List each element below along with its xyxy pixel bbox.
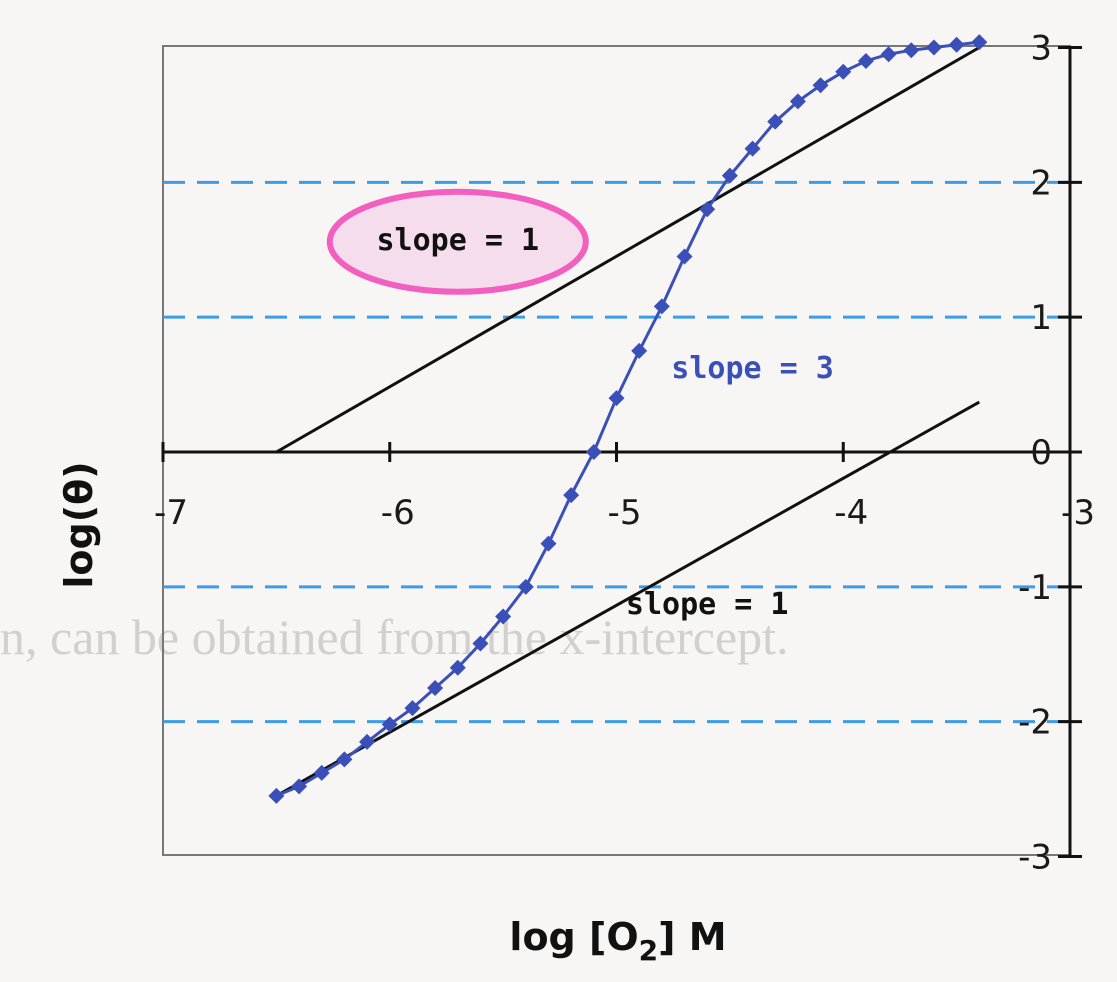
x-axis-title-main: log [O [509,915,638,959]
series-group [268,34,988,804]
data-point [517,578,534,595]
data-point [744,140,761,157]
y-tick-label: 3 [1030,29,1052,69]
data-point [449,659,466,676]
data-point [676,248,693,265]
data-point [585,444,602,460]
annotations: slope = 1 slope = 3 slope = 1 [326,188,834,622]
data-point [268,787,285,804]
data-point [540,535,557,552]
x-axis-title-subscript: 2 [639,934,658,967]
data-point [857,52,874,69]
data-point [721,167,738,184]
dashed-reference-lines [163,180,1070,724]
data-point [404,700,421,717]
data-point [925,39,942,56]
x-tick-label: -3 [1061,493,1095,533]
y-tick-label: 1 [1030,298,1052,338]
data-point [359,733,376,750]
data-point [381,716,398,733]
data-point [699,201,716,218]
data-point [427,679,444,696]
asymptote-line [275,46,981,454]
data-point [608,390,625,407]
y-tick-label: -1 [1018,568,1052,608]
x-axis-title-suffix: ] M [658,915,726,959]
x-axis-title: log [O2] M [509,915,726,967]
y-tick-label: 0 [1030,433,1052,473]
highlight-ellipse [326,188,589,295]
data-point [971,34,988,51]
axis-titles: log(θ) log [O2] M [57,461,727,967]
y-tick-label: 2 [1030,163,1052,203]
data-point [631,342,648,359]
y-tick-label: -2 [1018,703,1052,743]
data-point [789,93,806,110]
x-tick-label: -6 [381,493,415,533]
data-point [880,46,897,63]
data-point [835,63,852,80]
data-point [767,113,784,130]
background-text: n, can be obtained from the x-intercept. [0,609,789,665]
data-point [903,42,920,59]
data-point [472,635,489,652]
x-tick-label: -7 [154,493,188,533]
x-tick-label: -5 [608,493,642,533]
y-axis-title: log(θ) [57,461,101,588]
slope-label: slope = 1 [626,587,789,622]
data-point [563,487,580,504]
axes: -7 -6 -5 -4 -3 -3 -2 -1 0 1 2 3 [154,29,1095,878]
data-point [653,298,670,315]
y-tick-label: -3 [1018,838,1052,878]
data-point [291,778,308,795]
data-point [313,764,330,781]
hill-curve-line [275,40,980,798]
data-point [336,751,353,768]
asymptote-line [275,400,981,798]
slope-label: slope = 1 [376,223,539,258]
data-point [948,36,965,53]
x-tick-label: -4 [834,493,868,533]
slope-label: slope = 3 [671,351,834,386]
data-point [812,77,829,94]
data-point [495,608,512,625]
